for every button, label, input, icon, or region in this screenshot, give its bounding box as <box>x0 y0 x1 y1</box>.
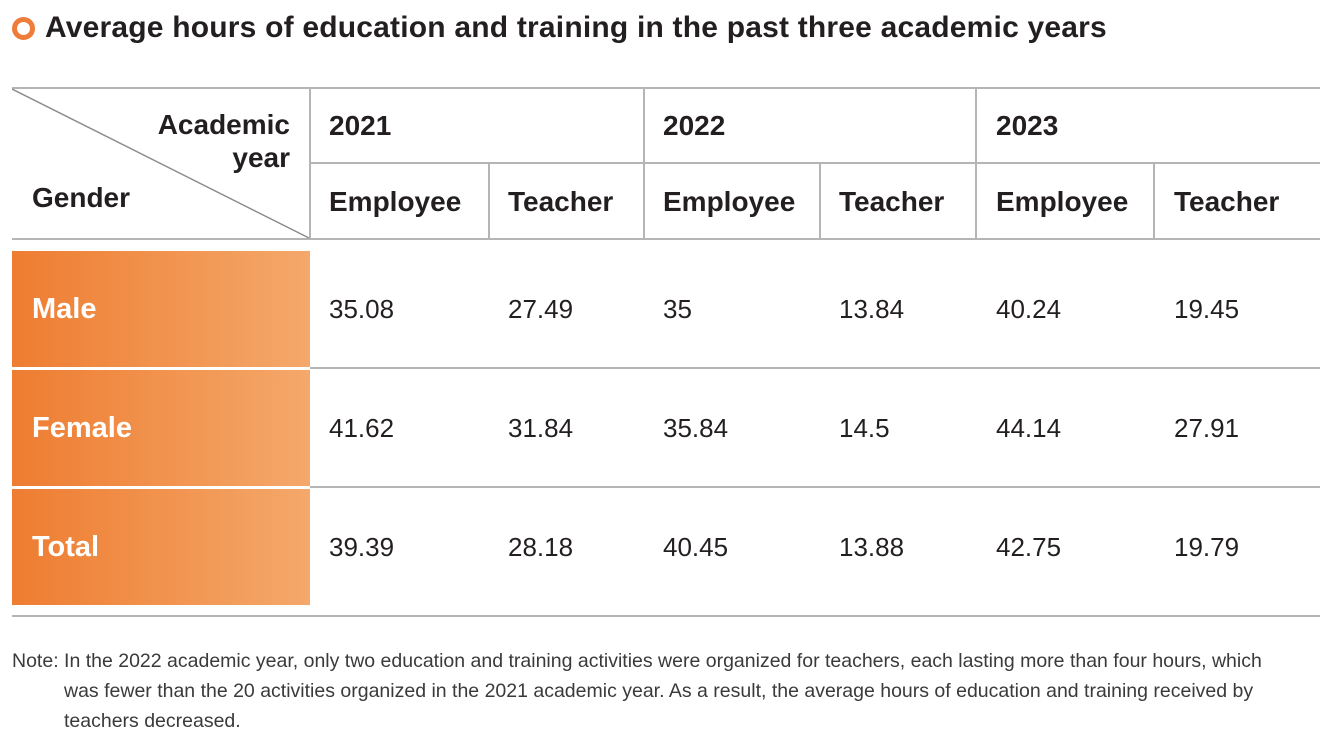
row-label-male: Male <box>12 251 310 367</box>
table-cell: 40.24 <box>996 294 1062 324</box>
note-line-1: Note: In the 2022 academic year, only tw… <box>12 646 1322 676</box>
circle-bullet-icon <box>12 16 35 40</box>
table-bottom-rule <box>12 615 1320 617</box>
column-rule <box>975 88 977 239</box>
table-cell: 44.14 <box>996 413 1062 443</box>
subheader-teacher: Teacher <box>1174 186 1280 217</box>
note-line-3: teachers decreased. <box>64 710 241 732</box>
column-rule <box>1153 163 1155 239</box>
row-label-text: Male <box>32 292 97 325</box>
table-note: Note: In the 2022 academic year, only tw… <box>12 646 1322 736</box>
note-label: Note: <box>12 650 59 672</box>
table-cell: 19.79 <box>1174 532 1240 562</box>
row-divider-rule <box>310 486 1320 488</box>
row-label-total: Total <box>12 489 310 605</box>
subheader-employee: Employee <box>996 186 1129 217</box>
column-rule <box>309 88 311 239</box>
table-cell: 39.39 <box>329 532 395 562</box>
subheader-teacher: Teacher <box>508 186 614 217</box>
title-row: Average hours of education and training … <box>12 10 1107 46</box>
year-header-2021: 2021 <box>329 110 392 141</box>
year-divider-rule <box>310 162 1320 164</box>
note-text-1: In the 2022 academic year, only two educ… <box>64 650 1262 672</box>
corner-header-line1: Academic <box>157 109 290 140</box>
table-top-rule <box>12 87 1320 89</box>
year-header-2023: 2023 <box>996 110 1059 141</box>
row-label-female: Female <box>12 370 310 486</box>
table-cell: 14.5 <box>839 413 890 443</box>
header-bottom-rule <box>12 238 1320 240</box>
subheader-teacher: Teacher <box>839 186 945 217</box>
column-rule <box>819 163 821 239</box>
table-cell: 35 <box>663 294 692 324</box>
table-cell: 27.91 <box>1174 413 1240 443</box>
subheader-employee: Employee <box>329 186 462 217</box>
table-cell: 42.75 <box>996 532 1062 562</box>
row-label-text: Total <box>32 530 100 563</box>
table-cell: 27.49 <box>508 294 574 324</box>
row-divider-rule <box>310 367 1320 369</box>
year-header-2022: 2022 <box>663 110 726 141</box>
subheader-employee: Employee <box>663 186 796 217</box>
corner-header-line2: year <box>232 142 290 173</box>
column-rule <box>488 163 490 239</box>
table-title: Average hours of education and training … <box>45 11 1107 44</box>
column-rule <box>643 88 645 239</box>
note-line-2: was fewer than the 20 activities organiz… <box>64 680 1254 702</box>
corner-header-gender: Gender <box>32 182 131 213</box>
table-cell: 31.84 <box>508 413 574 443</box>
table-cell: 35.08 <box>329 294 395 324</box>
header-diagonal-line <box>12 88 310 239</box>
row-label-text: Female <box>32 411 132 444</box>
table-cell: 35.84 <box>663 413 729 443</box>
table-cell: 13.88 <box>839 532 905 562</box>
table-cell: 40.45 <box>663 532 729 562</box>
table-cell: 13.84 <box>839 294 905 324</box>
corner-header-academic-year: Academic year <box>120 108 290 174</box>
table-cell: 19.45 <box>1174 294 1240 324</box>
table-cell: 41.62 <box>329 413 395 443</box>
table-cell: 28.18 <box>508 532 574 562</box>
